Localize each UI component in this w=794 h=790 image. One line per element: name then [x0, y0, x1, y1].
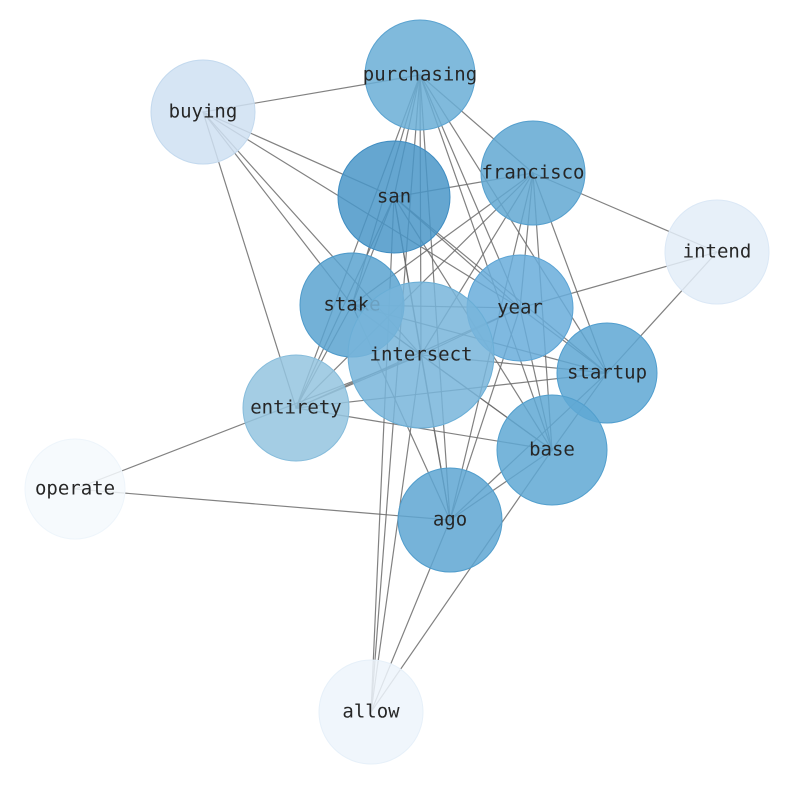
graph-node-circle[interactable]: [24, 438, 126, 540]
graph-node-circle[interactable]: [397, 467, 503, 573]
graph-edge: [74, 488, 451, 521]
graph-node-circle[interactable]: [556, 322, 658, 424]
graph-node-san[interactable]: san: [337, 140, 451, 254]
graph-node-base[interactable]: base: [496, 394, 608, 506]
graph-node-intend[interactable]: intend: [664, 199, 770, 305]
graph-node-buying[interactable]: buying: [150, 59, 256, 165]
graph-node-circle[interactable]: [150, 59, 256, 165]
graph-edge: [419, 74, 553, 451]
graph-node-intersect[interactable]: intersect: [347, 281, 495, 429]
graph-node-allow[interactable]: allow: [318, 659, 424, 765]
graph-node-circle[interactable]: [664, 199, 770, 305]
graph-node-circle[interactable]: [364, 19, 476, 131]
graph-edge: [295, 74, 421, 409]
graph-edge: [419, 74, 608, 374]
graph-node-operate[interactable]: operate: [24, 438, 126, 540]
graph-node-circle[interactable]: [480, 120, 586, 226]
graph-node-circle[interactable]: [242, 354, 350, 462]
graph-node-entirety[interactable]: entirety: [242, 354, 350, 462]
graph-node-circle[interactable]: [337, 140, 451, 254]
graph-node-circle[interactable]: [496, 394, 608, 506]
graph-node-purchasing[interactable]: purchasing: [363, 19, 477, 131]
graph-node-ago[interactable]: ago: [397, 467, 503, 573]
graph-node-francisco[interactable]: francisco: [480, 120, 586, 226]
graph-node-circle[interactable]: [318, 659, 424, 765]
graph-node-circle[interactable]: [347, 281, 495, 429]
